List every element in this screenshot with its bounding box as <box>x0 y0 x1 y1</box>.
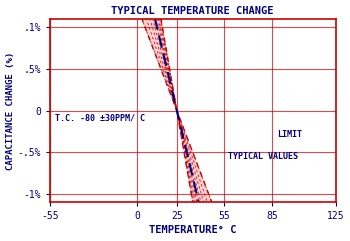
Y-axis label: CAPACITANCE CHANGE (%): CAPACITANCE CHANGE (%) <box>6 52 15 170</box>
Text: TYPICAL VALUES: TYPICAL VALUES <box>228 152 298 161</box>
Text: T.C. -80 ±30PPM/ C: T.C. -80 ±30PPM/ C <box>55 114 145 123</box>
Title: TYPICAL TEMPERATURE CHANGE: TYPICAL TEMPERATURE CHANGE <box>112 6 274 16</box>
X-axis label: TEMPERATURE° C: TEMPERATURE° C <box>149 225 237 235</box>
Text: LIMIT: LIMIT <box>277 130 302 139</box>
